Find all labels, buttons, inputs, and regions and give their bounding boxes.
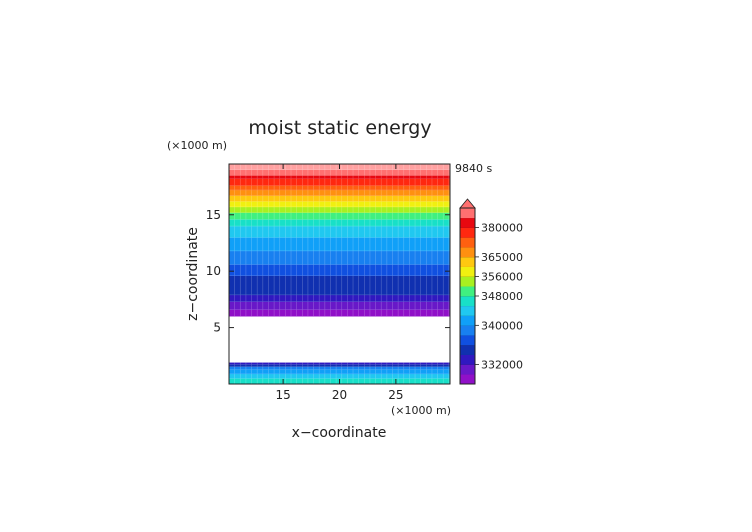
chart-title: moist static energy [248,117,431,139]
colorbar-level-4 [460,335,475,346]
x-unit-label: (×1000 m) [391,404,451,417]
x-axis: 15 20 25 [275,164,404,402]
y-unit-label: (×1000 m) [167,139,227,152]
colorbar-level-2 [460,354,475,365]
lower-layer-band-2 [229,369,450,375]
upper-layer-band-12 [229,195,450,202]
y-tick-label: 15 [206,208,221,222]
upper-layer-band-0 [229,309,450,317]
upper-layer-band-15 [229,178,450,186]
colorbar-level-13 [460,247,475,258]
upper-layer-band-2 [229,294,450,302]
upper-layer-band-5 [229,250,450,265]
lower-layer-band-4 [229,364,450,367]
upper-layer-band-6 [229,237,450,252]
upper-layer-band-8 [229,219,450,227]
upper-layer-band-9 [229,212,450,220]
x-tick-label: 20 [332,388,347,402]
colorbar-level-5 [460,325,475,336]
colorbar-level-3 [460,344,475,355]
colorbar [459,198,476,385]
colorbar-level-14 [460,237,475,248]
upper-layer-band-10 [229,206,450,213]
colorbar-label: 348000 [481,290,523,303]
y-axis-label: z−coordinate [185,227,201,321]
colorbar-label: 332000 [481,358,523,371]
upper-layer-band-17 [229,169,450,176]
upper-layer-band-3 [229,275,450,296]
lower-layer-band-5 [229,362,450,365]
colorbar-level-16 [460,217,475,228]
lower-layer-band-1 [229,373,450,379]
y-tick-label: 10 [206,264,221,278]
x-tick-label: 25 [388,388,403,402]
colorbar-level-12 [460,256,475,267]
time-label: 9840 s [455,162,492,175]
colorbar-level-17 [460,208,475,219]
upper-layer-band-7 [229,226,450,238]
colorbar-label: 380000 [481,222,523,235]
colorbar-labels: 380000 365000 356000 348000 340000 332000 [475,222,523,371]
x-axis-label: x−coordinate [292,425,387,441]
colorbar-level-15 [460,227,475,238]
model-grid [229,164,450,384]
colorbar-label: 340000 [481,319,523,332]
colorbar-level-1 [460,364,475,375]
colorbar-level-11 [460,266,475,277]
x-tick-label: 15 [275,388,290,402]
plot-area [229,164,450,385]
colorbar-level-7 [460,305,475,316]
upper-layer-band-14 [229,185,450,191]
y-tick-label: 5 [213,321,221,335]
upper-layer-band-1 [229,301,450,310]
colorbar-level-6 [460,315,475,326]
upper-layer-band-16 [229,175,450,179]
lower-layer-band-3 [229,366,450,370]
y-axis: 5 10 15 [206,208,450,335]
colorbar-level-10 [460,276,475,287]
upper-layer-band-13 [229,189,450,196]
colorbar-level-8 [460,296,475,307]
colorbar-overflow-arrow [459,198,476,209]
upper-layer-band-11 [229,201,450,208]
colorbar-level-0 [460,374,475,385]
colorbar-level-9 [460,286,475,297]
colorbar-label: 356000 [481,270,523,283]
upper-layer-band-4 [229,264,450,276]
colorbar-label: 365000 [481,251,523,264]
